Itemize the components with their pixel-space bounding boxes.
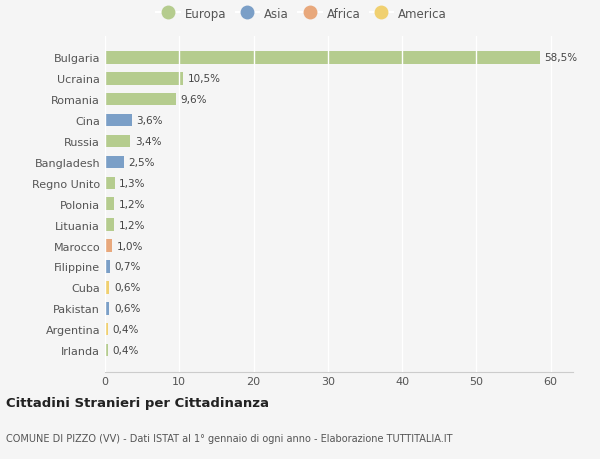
Text: 2,5%: 2,5%	[128, 157, 155, 168]
Bar	[105, 281, 109, 294]
Text: 3,6%: 3,6%	[136, 116, 163, 126]
Text: 9,6%: 9,6%	[181, 95, 207, 105]
Bar	[105, 344, 108, 357]
Text: 0,4%: 0,4%	[112, 325, 139, 335]
Bar	[105, 219, 114, 231]
Bar	[105, 115, 132, 127]
Bar	[105, 261, 110, 273]
Bar	[105, 52, 539, 64]
Text: COMUNE DI PIZZO (VV) - Dati ISTAT al 1° gennaio di ogni anno - Elaborazione TUTT: COMUNE DI PIZZO (VV) - Dati ISTAT al 1° …	[6, 433, 452, 442]
Bar	[105, 198, 114, 211]
Bar	[105, 323, 108, 336]
Text: 0,6%: 0,6%	[114, 303, 140, 313]
Legend: Europa, Asia, Africa, America: Europa, Asia, Africa, America	[153, 4, 451, 24]
Text: 58,5%: 58,5%	[544, 53, 577, 63]
Text: 1,3%: 1,3%	[119, 179, 146, 188]
Text: 1,2%: 1,2%	[118, 199, 145, 209]
Text: 10,5%: 10,5%	[187, 74, 220, 84]
Bar	[105, 73, 183, 85]
Text: 0,6%: 0,6%	[114, 283, 140, 293]
Text: Cittadini Stranieri per Cittadinanza: Cittadini Stranieri per Cittadinanza	[6, 396, 269, 409]
Bar	[105, 135, 130, 148]
Text: 0,7%: 0,7%	[115, 262, 141, 272]
Text: 3,4%: 3,4%	[135, 137, 161, 147]
Text: 1,2%: 1,2%	[118, 220, 145, 230]
Bar	[105, 240, 112, 252]
Bar	[105, 177, 115, 190]
Bar	[105, 156, 124, 169]
Text: 1,0%: 1,0%	[117, 241, 143, 251]
Text: 0,4%: 0,4%	[112, 345, 139, 355]
Bar	[105, 94, 176, 106]
Bar	[105, 302, 109, 315]
